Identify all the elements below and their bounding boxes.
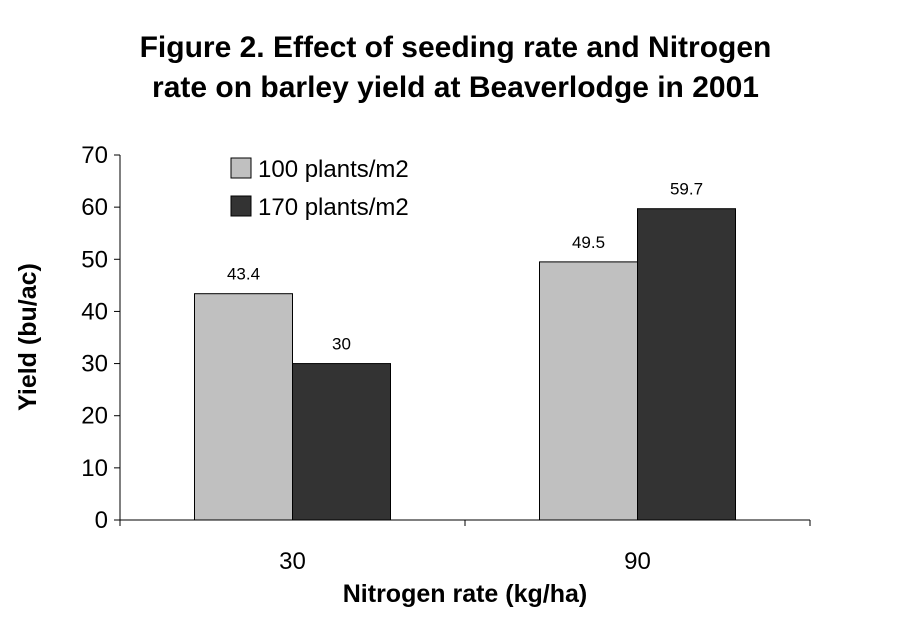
data-label: 49.5 bbox=[572, 233, 605, 252]
y-tick-label: 30 bbox=[81, 351, 108, 378]
data-label: 59.7 bbox=[670, 180, 703, 199]
y-tick-label: 20 bbox=[81, 403, 108, 430]
bar bbox=[194, 293, 293, 521]
x-ticks: 30 90 bbox=[119, 520, 811, 575]
y-tick-label: 70 bbox=[81, 142, 108, 169]
y-tick-label: 0 bbox=[95, 507, 108, 534]
bars bbox=[194, 208, 736, 521]
chart-title-line-1: Figure 2. Effect of seeding rate and Nit… bbox=[139, 31, 772, 64]
x-tick-label: 30 bbox=[279, 548, 306, 575]
chart-title: Figure 2. Effect of seeding rate and Nit… bbox=[0, 28, 911, 108]
chart-title-line-2: rate on barley yield at Beaverlodge in 2… bbox=[152, 71, 759, 104]
y-tick-label: 40 bbox=[81, 298, 108, 325]
y-tick-label: 10 bbox=[81, 455, 108, 482]
y-tick-label: 50 bbox=[81, 246, 108, 273]
legend-label: 170 plants/m2 bbox=[258, 194, 409, 221]
legend-label: 100 plants/m2 bbox=[258, 156, 409, 183]
y-ticks: 0 10 20 30 40 50 60 70 bbox=[81, 142, 120, 534]
legend: 100 plants/m2 170 plants/m2 bbox=[230, 156, 409, 221]
legend-swatch bbox=[230, 195, 252, 217]
bar bbox=[292, 363, 391, 521]
x-tick-label: 90 bbox=[624, 548, 651, 575]
y-axis-label: Yield (bu/ac) bbox=[14, 263, 42, 411]
x-axis-label: Nitrogen rate (kg/ha) bbox=[343, 580, 587, 608]
data-label: 30 bbox=[332, 335, 351, 354]
bar bbox=[637, 208, 736, 521]
data-labels: 43.4 30 49.5 59.7 bbox=[227, 180, 703, 354]
legend-swatch bbox=[230, 157, 252, 179]
bar bbox=[539, 261, 638, 521]
y-tick-label: 60 bbox=[81, 194, 108, 221]
data-label: 43.4 bbox=[227, 265, 260, 284]
